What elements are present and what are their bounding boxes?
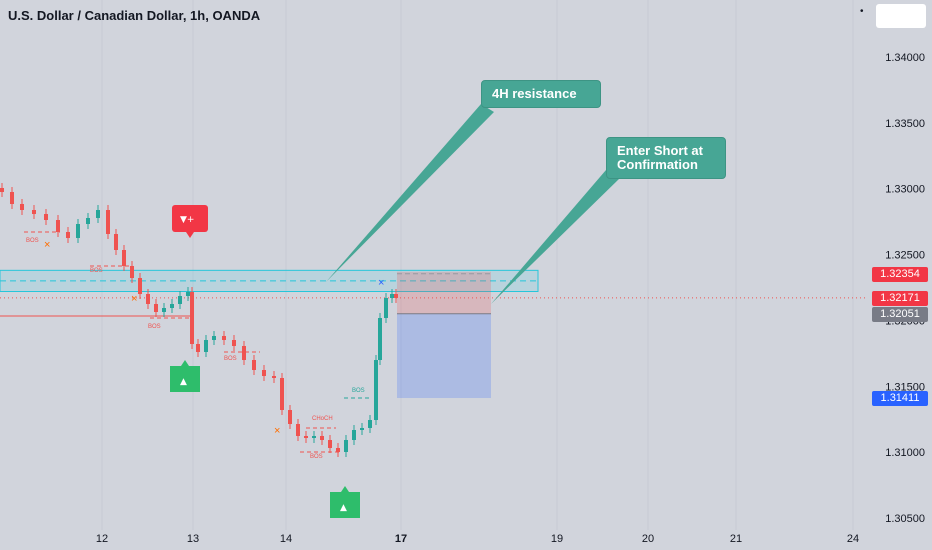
candle <box>378 318 382 360</box>
candle <box>374 360 378 420</box>
candle <box>20 204 24 210</box>
buy-signal-flag-icon <box>170 366 200 392</box>
candle <box>242 346 246 360</box>
price-tag: 1.32171 <box>872 290 928 306</box>
callout-4h-resistance[interactable]: 4H resistance <box>481 80 601 108</box>
candle <box>288 410 292 424</box>
candle <box>44 214 48 220</box>
candle <box>106 210 110 234</box>
candle <box>56 220 60 232</box>
candle <box>204 340 208 352</box>
candle <box>280 378 284 410</box>
candle <box>86 218 90 224</box>
x-tick-label: 19 <box>551 533 563 545</box>
menu-dot-icon[interactable]: • <box>860 6 864 17</box>
cross-marker-icon: × <box>44 239 50 251</box>
candle <box>344 440 348 452</box>
buy-signal-flag-icon <box>330 492 360 518</box>
candle <box>146 294 150 304</box>
candle <box>114 234 118 250</box>
bos-label: BOS <box>90 268 103 274</box>
bos-label: BOS <box>310 454 323 460</box>
cross-marker-icon: × <box>378 277 384 289</box>
candle <box>328 440 332 448</box>
candle <box>66 232 70 238</box>
callout-enter-short[interactable]: Enter Short at Confirmation <box>606 137 726 179</box>
candle <box>178 296 182 304</box>
resistance-zone <box>0 269 539 293</box>
price-tag: 1.32051 <box>872 306 928 322</box>
candle <box>232 340 236 346</box>
candle <box>186 292 190 296</box>
candle <box>130 266 134 278</box>
choch-label: CHoCH <box>312 416 333 422</box>
candle <box>272 376 276 378</box>
candle <box>384 298 388 318</box>
callout-pointer-resistance <box>326 104 494 282</box>
buy-signal-pointer <box>341 486 349 492</box>
bos-label: BOS <box>26 238 39 244</box>
candle <box>296 424 300 436</box>
candle <box>312 436 316 438</box>
y-tick-label: 1.33000 <box>885 184 925 196</box>
candle <box>304 436 308 438</box>
stop-zone <box>397 271 491 314</box>
x-tick-label: 20 <box>642 533 654 545</box>
callout-pointer-enter <box>491 170 620 304</box>
candle <box>162 308 166 312</box>
sell-signal-pointer <box>186 232 194 238</box>
bos-label: BOS <box>352 388 365 394</box>
candle <box>336 448 340 452</box>
buy-signal-glyph: ▲ <box>180 377 187 387</box>
candle <box>252 360 256 370</box>
x-tick-label: 12 <box>96 533 108 545</box>
candle <box>190 292 194 344</box>
candle <box>96 210 100 218</box>
candle <box>262 370 266 376</box>
y-tick-label: 1.34000 <box>885 52 925 64</box>
candle <box>222 336 226 340</box>
candle <box>212 336 216 340</box>
candle <box>196 344 200 352</box>
candle <box>368 420 372 428</box>
candle <box>360 428 364 430</box>
candle <box>122 250 126 266</box>
target-zone <box>397 313 491 399</box>
bos-label: BOS <box>224 356 237 362</box>
x-tick-label: 24 <box>847 533 859 545</box>
price-tag: 1.31411 <box>872 391 928 406</box>
toolbar-box[interactable] <box>876 4 926 28</box>
cross-marker-icon: × <box>131 293 137 305</box>
cross-marker-icon: × <box>274 425 280 437</box>
chart-title: U.S. Dollar / Canadian Dollar, 1h, OANDA <box>8 8 261 23</box>
candle <box>394 294 398 298</box>
candle <box>352 430 356 440</box>
x-tick-label: 17 <box>395 533 407 545</box>
candle <box>32 210 36 214</box>
candle <box>320 436 324 440</box>
price-tag: 1.32354 <box>872 266 928 282</box>
x-tick-label: 21 <box>730 533 742 545</box>
y-tick-label: 1.33500 <box>885 118 925 130</box>
buy-signal-glyph: ▲ <box>340 503 347 513</box>
sell-signal-glyph: ▼+ <box>180 215 194 225</box>
candle <box>10 192 14 204</box>
candle <box>138 278 142 294</box>
candle <box>0 188 4 192</box>
x-tick-label: 13 <box>187 533 199 545</box>
y-tick-label: 1.30500 <box>885 513 925 525</box>
buy-signal-pointer <box>181 360 189 366</box>
sell-signal-flag-icon <box>172 205 208 232</box>
y-tick-label: 1.31500 <box>885 381 925 393</box>
candle <box>76 224 80 238</box>
candle <box>170 304 174 308</box>
candle <box>390 294 394 298</box>
bos-label: BOS <box>148 324 161 330</box>
y-tick-label: 1.32500 <box>885 250 925 262</box>
candle <box>154 304 158 312</box>
y-tick-label: 1.31000 <box>885 447 925 459</box>
x-tick-label: 14 <box>280 533 292 545</box>
